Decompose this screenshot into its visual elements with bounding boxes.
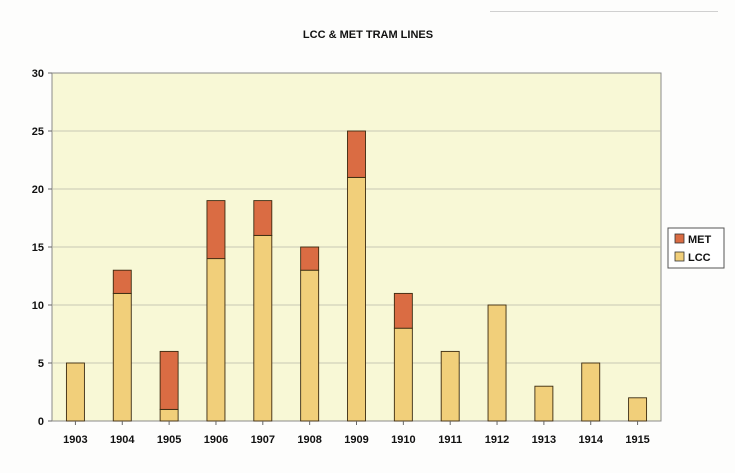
bar-met-1904 bbox=[112, 269, 132, 294]
bar-met-1906 bbox=[206, 200, 226, 260]
bar-met-1908 bbox=[300, 246, 320, 271]
bar-lcc-1912 bbox=[487, 304, 507, 422]
legend-swatch-met bbox=[674, 233, 685, 244]
x-axis: 1903 1904 1905 1906 1907 1908 1909 1910 1911 1912… bbox=[63, 421, 650, 446]
x-tick-label: 1912 bbox=[485, 434, 509, 446]
bar-lcc-1910 bbox=[393, 327, 413, 422]
bars bbox=[65, 130, 648, 422]
bar-lcc-1908 bbox=[300, 269, 320, 422]
x-tick-label: 1911 bbox=[438, 434, 462, 446]
x-tick-label: 1906 bbox=[204, 434, 228, 446]
legend-label-lcc: LCC bbox=[688, 252, 711, 264]
x-tick-label: 1909 bbox=[344, 434, 368, 446]
bar-met-1907 bbox=[253, 200, 273, 236]
y-tick-label: 5 bbox=[38, 358, 44, 370]
x-tick-label: 1905 bbox=[157, 434, 181, 446]
bar-lcc-1913 bbox=[534, 385, 554, 422]
bar-met-1905 bbox=[159, 350, 179, 410]
x-tick-label: 1904 bbox=[110, 434, 135, 446]
bar-lcc-1909 bbox=[347, 176, 366, 422]
x-tick-label: 1913 bbox=[532, 434, 556, 446]
x-tick-label: 1915 bbox=[625, 434, 649, 446]
x-tick-label: 1910 bbox=[391, 434, 415, 446]
bar-lcc-1904 bbox=[112, 292, 132, 422]
bar-lcc-1905 bbox=[159, 408, 179, 422]
y-tick-label: 10 bbox=[32, 300, 44, 312]
bar-lcc-1906 bbox=[206, 258, 226, 422]
x-tick-label: 1903 bbox=[63, 434, 87, 446]
y-tick-label: 25 bbox=[32, 126, 44, 138]
x-tick-label: 1908 bbox=[297, 434, 321, 446]
chart-title: LCC & MET TRAM LINES bbox=[303, 29, 433, 41]
y-axis: 0 5 10 15 20 25 30 bbox=[32, 68, 52, 428]
bar-lcc-1903 bbox=[65, 362, 85, 422]
bar-lcc-1914 bbox=[581, 362, 601, 422]
bar-met-1910 bbox=[393, 292, 413, 329]
x-tick-label: 1907 bbox=[251, 434, 275, 446]
bar-met-1909 bbox=[347, 130, 366, 178]
x-tick-label: 1914 bbox=[578, 434, 603, 446]
y-tick-label: 15 bbox=[32, 242, 44, 254]
y-tick-label: 30 bbox=[32, 68, 44, 80]
bar-lcc-1907 bbox=[253, 234, 273, 422]
y-tick-label: 0 bbox=[38, 416, 44, 428]
bar-lcc-1911 bbox=[440, 350, 460, 422]
legend-swatch-lcc bbox=[674, 251, 685, 262]
legend: MET LCC bbox=[667, 227, 725, 269]
bar-lcc-1915 bbox=[628, 397, 648, 422]
scan-edge-line bbox=[490, 11, 718, 12]
y-tick-label: 20 bbox=[32, 184, 44, 196]
legend-label-met: MET bbox=[688, 234, 712, 246]
